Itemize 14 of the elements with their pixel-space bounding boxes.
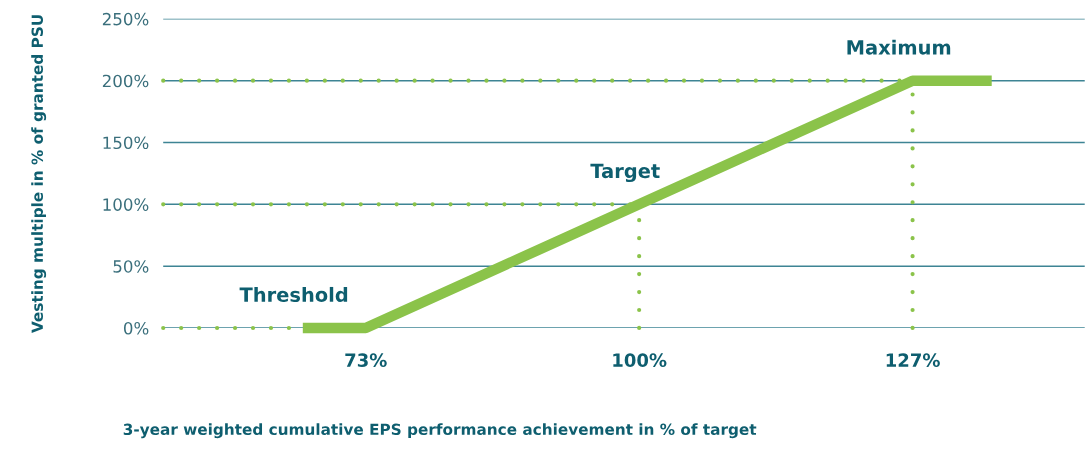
y-tick-label: 150% — [103, 136, 149, 150]
annotation: Maximum — [847, 39, 951, 55]
annotation: Threshold — [239, 286, 348, 302]
x-tick-label: 100% — [613, 353, 667, 367]
x-axis-title: 3-year weighted cumulative EPS performance achievement in % of target — [123, 423, 757, 439]
y-axis-title: Vesting multiple in % of granted PSU — [31, 15, 47, 333]
y-tick-label: 100% — [103, 198, 149, 211]
x-tick-label: 73% — [345, 353, 387, 367]
y-tick-label: 0% — [123, 321, 149, 335]
y-tick-label: 200% — [102, 74, 149, 88]
y-tick-label: 250% — [102, 12, 149, 26]
x-tick-label: 127% — [886, 353, 940, 367]
y-tick-label: 50% — [113, 260, 149, 273]
annotation: Target — [590, 163, 660, 183]
